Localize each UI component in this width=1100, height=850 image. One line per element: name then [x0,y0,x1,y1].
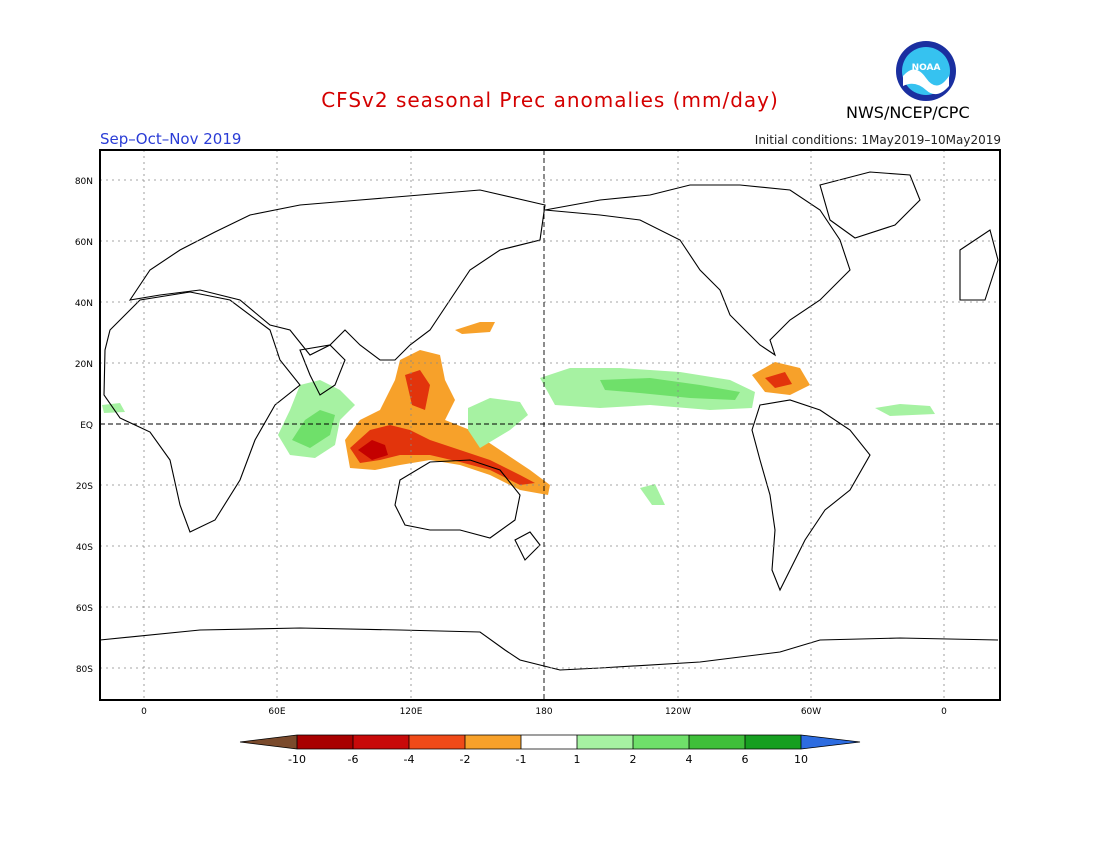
lat-label: 60S [76,604,93,614]
lat-label: 60N [75,238,93,248]
reference-lines [100,150,1000,700]
lon-label: 180 [535,707,552,717]
south-america-outline [751,399,871,592]
lon-label: 120E [400,707,423,717]
greenland-outline [819,171,921,239]
dry-anomaly-strong [358,440,388,460]
dry-anomaly-nw-pacific [455,322,495,334]
india-outline [299,344,346,396]
dry-anomaly-core [350,425,535,485]
lon-label: 0 [141,707,147,717]
season-label: Sep–Oct–Nov 2019 [100,130,242,148]
wet-anomaly-pacific-core [600,378,740,400]
initial-conditions-label: Initial conditions: 1May2019–10May2019 [754,133,1001,147]
new-zealand-outline [514,531,541,561]
north-america-outline [544,184,851,357]
lon-label: 60E [268,707,285,717]
lon-label: 120W [665,707,691,717]
wet-anomaly-atlantic [875,404,935,416]
svg-text:NOAA: NOAA [912,63,941,73]
lon-label: 60W [801,707,821,717]
lon-labels: 0 60E 120E 180 120W 60W 0 [141,707,947,717]
africa-outline [103,291,301,533]
coastlines [99,171,999,671]
europe-west-outline [959,229,999,301]
lat-label: 80N [75,177,93,187]
map-frame [99,149,1001,701]
graticule [100,150,1000,700]
lat-labels: 80N 60N 40N 20N EQ 20S 40S 60S 80S [75,177,93,675]
australia-outline [394,459,521,539]
eurasia-outline [128,189,546,361]
wet-anomaly-west-pacific [468,398,528,448]
wet-anomaly-south-pacific [640,484,665,505]
lat-label: 40N [75,299,93,309]
antarctica-outline [99,627,999,671]
dry-anomaly-maritime-continent [345,350,550,495]
wet-anomaly-indian-core [292,410,335,448]
lat-label: 20S [76,482,93,492]
dry-anomaly-caribbean-core [765,372,792,388]
anomaly-shading [102,322,935,505]
lat-label: EQ [80,421,93,431]
chart-title: CFSv2 seasonal Prec anomalies (mm/day) [321,88,779,112]
lat-label: 80S [76,665,93,675]
lat-label: 40S [76,543,93,553]
lat-label: 20N [75,360,93,370]
noaa-logo-icon: NOAA [896,41,956,101]
lon-label: 0 [941,707,947,717]
agency-label: NWS/NCEP/CPC [846,103,970,122]
